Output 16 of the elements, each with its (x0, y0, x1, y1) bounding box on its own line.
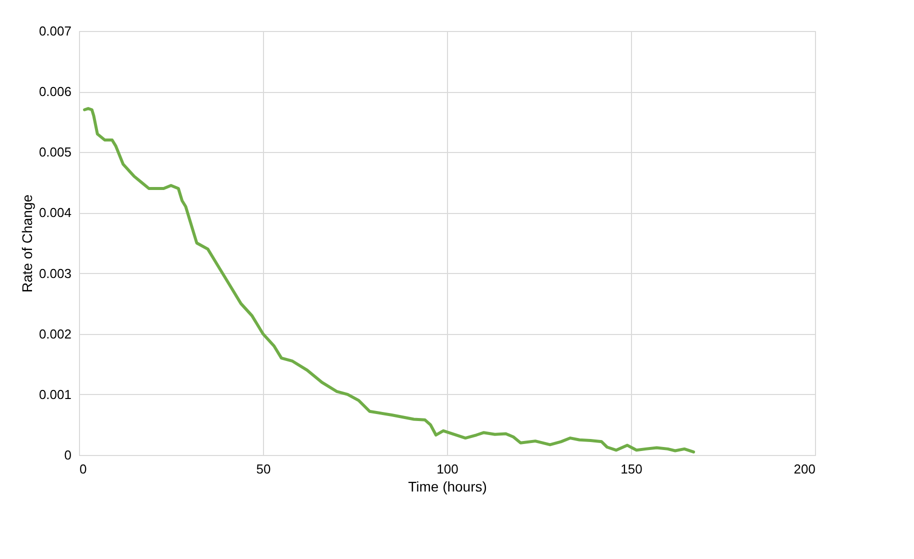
y-axis-title: Rate of Change (18, 194, 35, 293)
y-tick-label: 0.007 (38, 24, 72, 38)
y-tick-label: 0 (64, 448, 72, 462)
y-tick-label: 0.006 (38, 84, 72, 100)
x-axis-title: Time (hours) (408, 478, 487, 494)
line-series (83, 107, 696, 454)
y-tick-label: 0.003 (38, 266, 72, 281)
x-tick-label: 50 (256, 462, 271, 476)
y-tick-label: 0.005 (38, 144, 72, 160)
y-tick-label: 0.001 (38, 386, 72, 402)
x-tick-label: 0 (80, 462, 87, 476)
x-tick-label: 150 (620, 462, 642, 476)
x-tick-label: 200 (794, 462, 816, 476)
y-tick-label: 0.004 (38, 205, 72, 220)
x-tick-label: 100 (436, 462, 458, 476)
y-tick-label: 0.002 (38, 326, 72, 342)
